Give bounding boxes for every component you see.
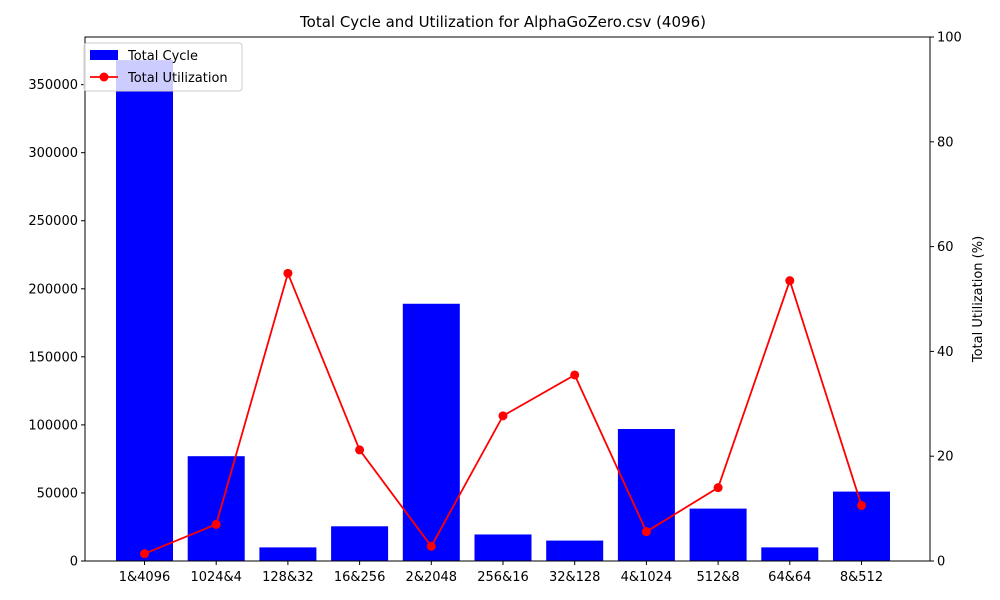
y-axis-left: 0 50000 100000 150000 200000 250000 300000 3500… — [28, 78, 85, 570]
utilization-point-32&128 — [570, 370, 580, 380]
y-left-tick-label: 200000 — [28, 282, 78, 297]
bar-32&128 — [546, 540, 604, 561]
y-axis-right: 0 20 40 60 80 100 — [930, 31, 962, 570]
bar-512&8 — [689, 508, 747, 561]
line-layer — [140, 268, 866, 559]
x-tick-label: 1&4096 — [119, 570, 171, 585]
legend-box — [83, 42, 243, 92]
x-axis: 1&4096 1024&4 128&32 16&256 2&2048 256&16 32&1… — [119, 561, 883, 585]
x-tick-label: 16&256 — [334, 570, 386, 585]
bar-1&4096 — [116, 60, 173, 561]
bar-256&16 — [474, 534, 532, 561]
x-tick-label: 4&1024 — [621, 570, 673, 585]
y-left-tick-label: 300000 — [28, 146, 78, 161]
y-left-tick-label: 250000 — [28, 214, 78, 229]
x-tick-label: 64&64 — [768, 570, 811, 585]
utilization-point-64&64 — [785, 276, 795, 286]
utilization-point-8&512 — [857, 500, 866, 510]
utilization-point-16&256 — [355, 445, 365, 455]
y-right-tick-label: 60 — [937, 240, 954, 255]
y-left-tick-label: 150000 — [28, 350, 78, 365]
legend-bar-swatch — [90, 50, 118, 60]
utilization-point-1024&4 — [211, 519, 221, 529]
utilization-point-512&8 — [713, 483, 723, 493]
y-right-tick-label: 0 — [937, 555, 945, 570]
y-right-tick-label: 80 — [937, 135, 954, 150]
legend-label-total-cycle: Total Cycle — [127, 49, 198, 64]
x-tick-label: 1024&4 — [190, 570, 242, 585]
utilization-point-4&1024 — [641, 527, 651, 537]
y-left-tick-label: 100000 — [28, 418, 78, 433]
x-tick-label: 8&512 — [840, 570, 883, 585]
utilization-point-2&2048 — [426, 541, 436, 551]
y-right-tick-label: 20 — [937, 450, 954, 465]
bar-2&2048 — [402, 303, 460, 561]
legend: Total Cycle Total Utilization — [83, 42, 243, 92]
bars-layer — [116, 60, 890, 561]
x-tick-label: 2&2048 — [406, 570, 458, 585]
utilization-point-1&4096 — [140, 549, 149, 559]
y-left-tick-label: 0 — [70, 555, 78, 570]
y-left-tick-label: 350000 — [28, 78, 78, 93]
x-tick-label: 512&8 — [696, 570, 739, 585]
utilization-point-256&16 — [498, 411, 508, 421]
legend-label-total-utilization: Total Utilization — [127, 71, 228, 86]
y-left-tick-label: 50000 — [37, 486, 78, 501]
bar-1024&4 — [187, 456, 245, 561]
legend-line-marker — [99, 72, 109, 82]
y-right-tick-label: 100 — [937, 31, 962, 46]
x-tick-label: 32&128 — [549, 570, 601, 585]
y-right-tick-label: 40 — [937, 345, 954, 360]
bar-16&256 — [331, 526, 389, 561]
y-axis-right-label: Total Utilization (%) — [971, 236, 986, 363]
x-tick-label: 128&32 — [262, 570, 314, 585]
bar-128&32 — [259, 547, 317, 561]
x-tick-label: 256&16 — [477, 570, 529, 585]
chart-title: Total Cycle and Utilization for AlphaGoZ… — [299, 13, 706, 31]
bar-64&64 — [761, 547, 819, 561]
plot-frame — [84, 36, 931, 562]
utilization-point-128&32 — [283, 268, 293, 278]
bar-4&1024 — [617, 428, 675, 561]
